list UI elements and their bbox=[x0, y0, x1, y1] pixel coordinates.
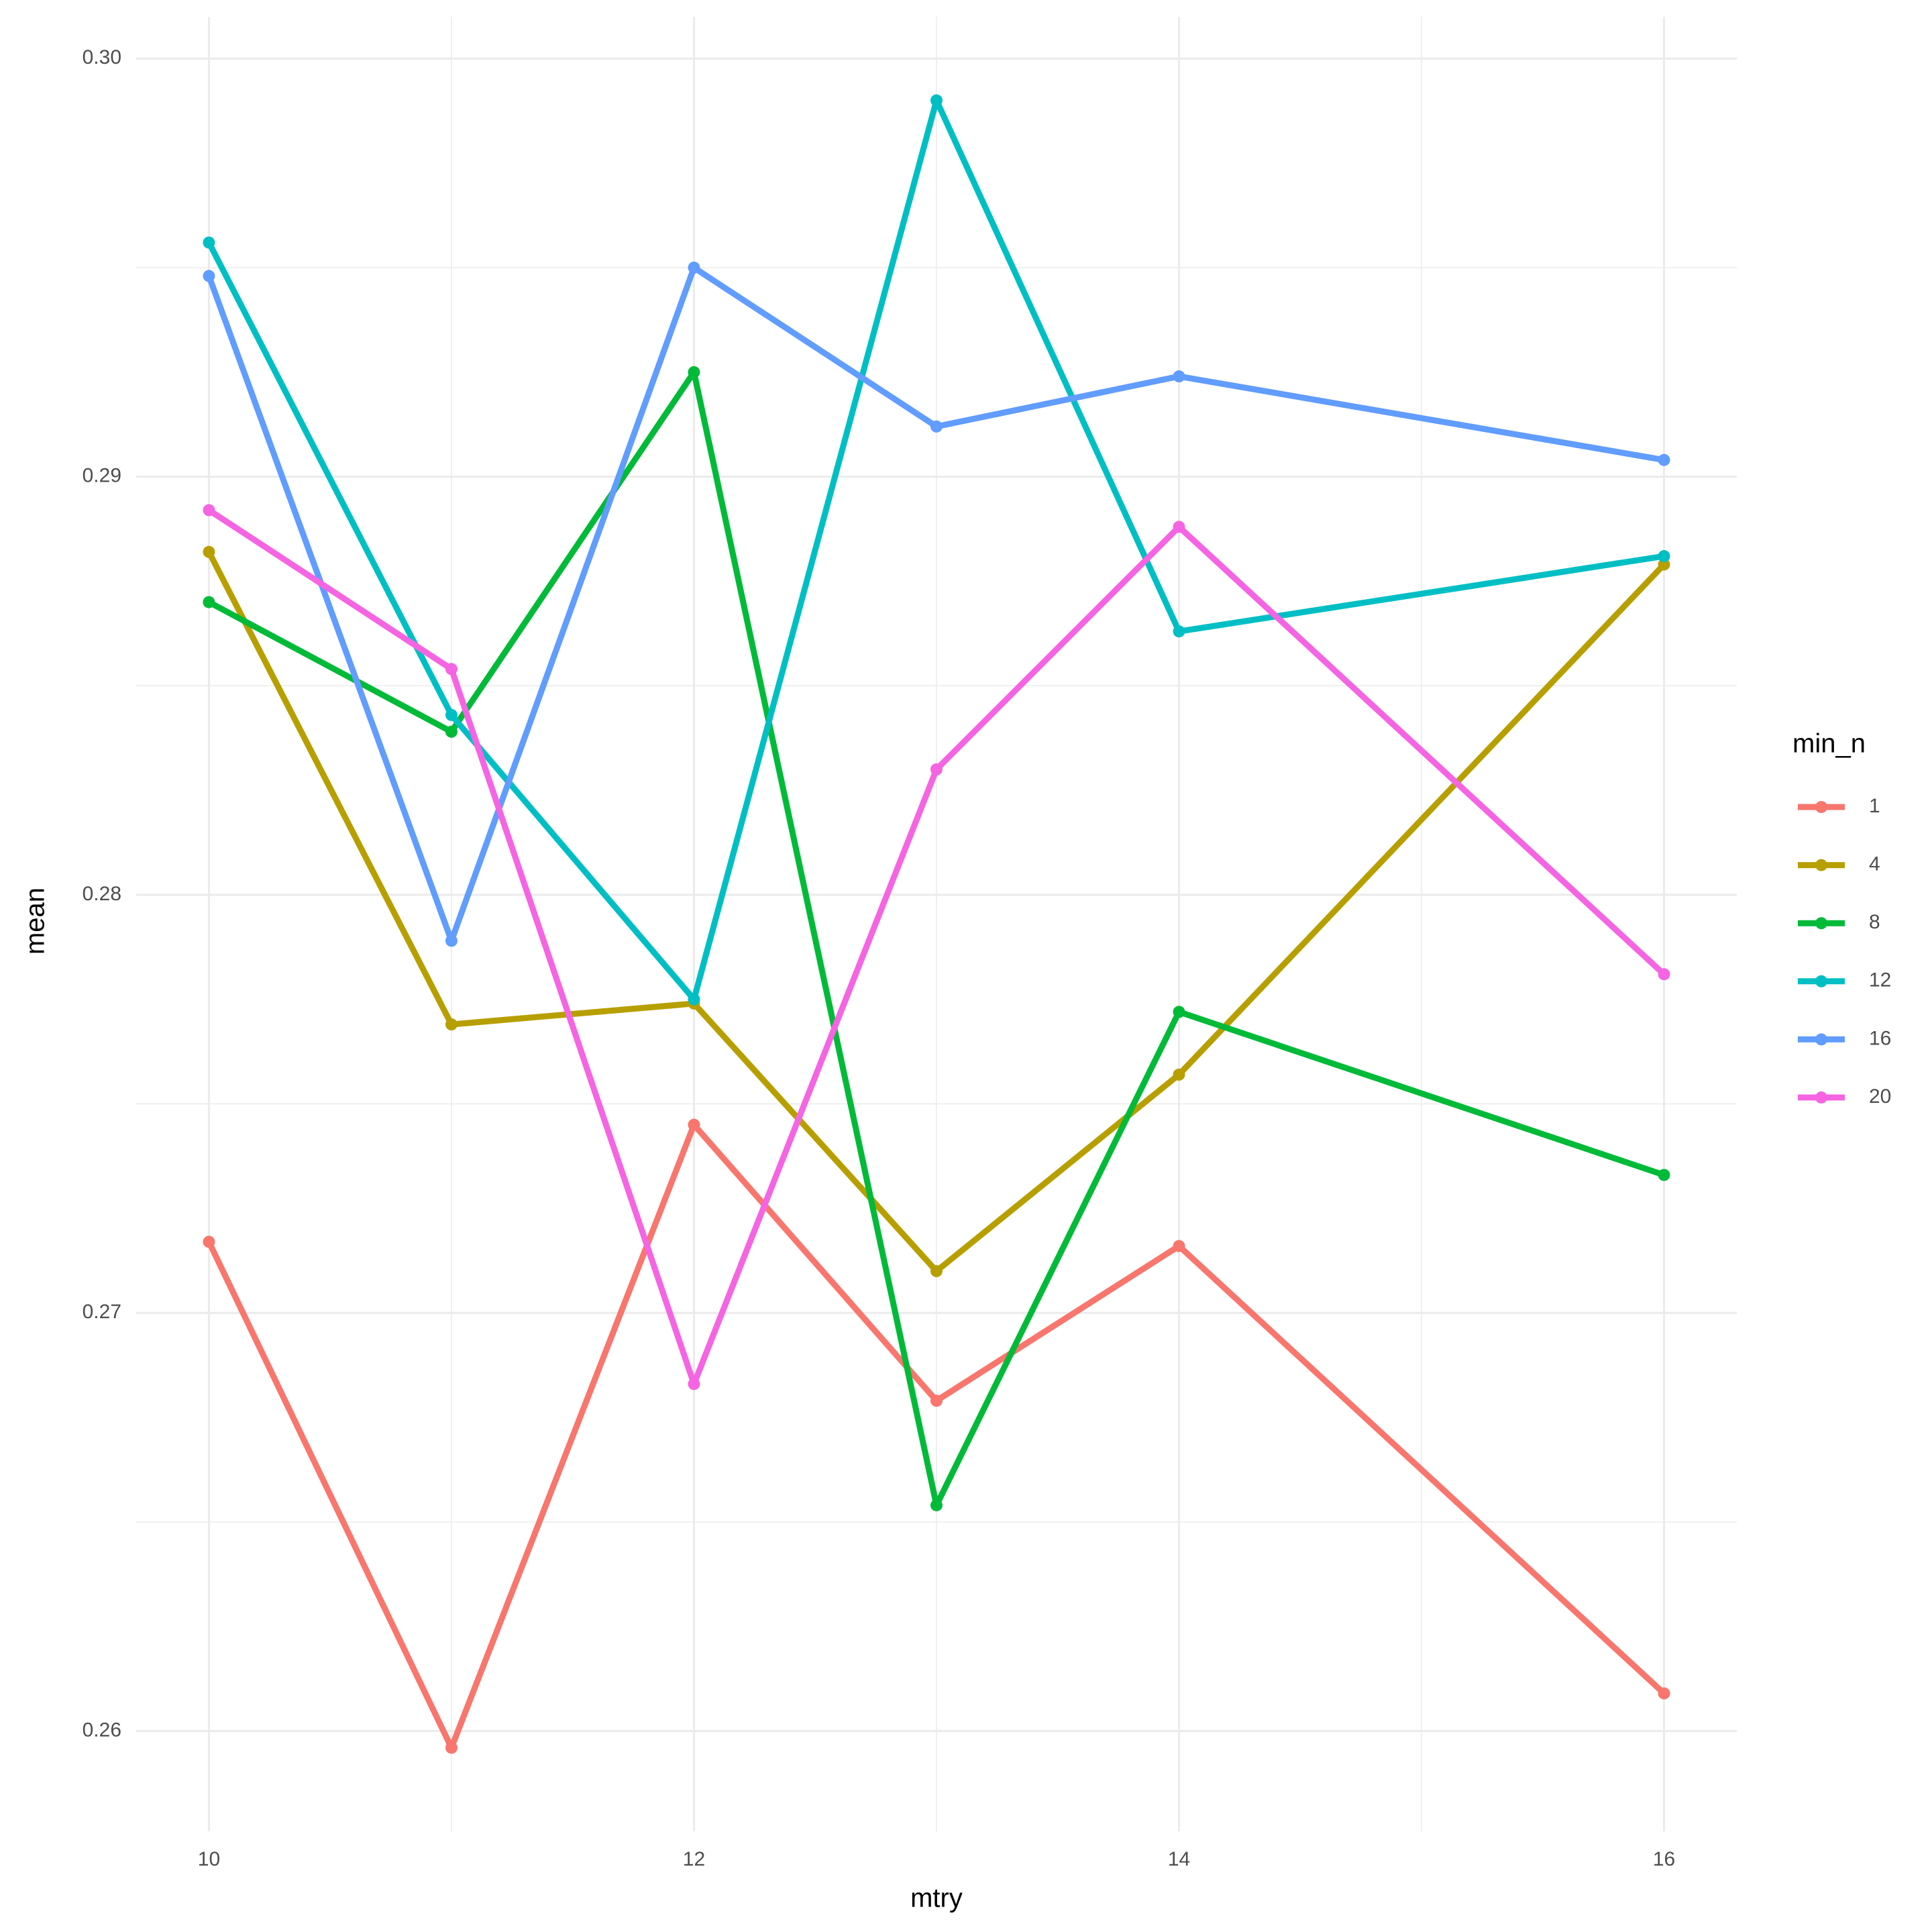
data-point bbox=[688, 261, 700, 274]
data-point bbox=[688, 993, 700, 1006]
data-point bbox=[688, 1118, 700, 1131]
data-point bbox=[445, 934, 458, 947]
data-point bbox=[203, 596, 215, 608]
legend-label: 8 bbox=[1869, 911, 1880, 933]
y-tick-label: 0.30 bbox=[83, 46, 121, 68]
data-point bbox=[1173, 1068, 1185, 1081]
x-tick-label: 14 bbox=[1168, 1848, 1190, 1870]
legend-label: 16 bbox=[1869, 1027, 1891, 1049]
data-point bbox=[1173, 370, 1185, 383]
y-tick-label: 0.28 bbox=[83, 883, 121, 905]
y-axis-title: mean bbox=[21, 888, 50, 955]
data-point bbox=[1173, 1240, 1185, 1252]
data-point bbox=[930, 420, 943, 433]
legend-label: 4 bbox=[1869, 853, 1880, 875]
y-tick-label: 0.26 bbox=[83, 1719, 121, 1741]
x-tick-label: 16 bbox=[1653, 1848, 1675, 1870]
data-point bbox=[445, 725, 458, 738]
data-point bbox=[688, 366, 700, 378]
data-point bbox=[1658, 968, 1670, 981]
series-line bbox=[206, 550, 1666, 1275]
data-point bbox=[1658, 453, 1670, 466]
data-point bbox=[1173, 1006, 1185, 1018]
data-point bbox=[1658, 550, 1670, 563]
data-point bbox=[445, 1018, 458, 1031]
data-point bbox=[203, 236, 215, 249]
x-tick-label: 12 bbox=[683, 1848, 705, 1870]
legend-label: 20 bbox=[1869, 1085, 1891, 1108]
series-line bbox=[207, 369, 1665, 1509]
data-point bbox=[1658, 1687, 1670, 1700]
data-point bbox=[203, 270, 215, 282]
data-point bbox=[203, 1236, 215, 1248]
data-point bbox=[445, 708, 458, 721]
legend-key-point bbox=[1815, 859, 1827, 871]
data-point bbox=[930, 763, 943, 775]
y-tick-label: 0.29 bbox=[83, 465, 121, 487]
series-line bbox=[206, 264, 1665, 944]
data-point bbox=[930, 1395, 943, 1407]
legend-key-point bbox=[1815, 1033, 1827, 1046]
legend-key-point bbox=[1815, 801, 1827, 813]
data-point bbox=[930, 94, 943, 107]
legend-key-point bbox=[1815, 1091, 1827, 1104]
data-point bbox=[930, 1499, 943, 1511]
data-point bbox=[930, 1265, 943, 1277]
data-point bbox=[1173, 521, 1185, 533]
legend-label: 12 bbox=[1869, 969, 1891, 991]
data-point bbox=[203, 504, 215, 517]
legend-key-point bbox=[1815, 975, 1827, 987]
series-line bbox=[207, 507, 1666, 1387]
y-tick-label: 0.27 bbox=[83, 1301, 121, 1323]
x-tick-label: 10 bbox=[198, 1848, 220, 1870]
data-point bbox=[203, 545, 215, 558]
data-point bbox=[1658, 1169, 1670, 1181]
legend-label: 1 bbox=[1869, 795, 1880, 817]
data-point bbox=[445, 663, 458, 676]
series-line bbox=[206, 1122, 1666, 1751]
data-point bbox=[445, 1741, 458, 1754]
data-point bbox=[688, 1378, 700, 1391]
legend-title: min_n bbox=[1792, 729, 1866, 759]
data-point bbox=[1658, 558, 1670, 571]
x-axis-title: mtry bbox=[910, 1884, 963, 1913]
legend-key-point bbox=[1815, 917, 1827, 930]
series-line bbox=[206, 97, 1665, 1003]
data-point bbox=[1173, 625, 1185, 638]
